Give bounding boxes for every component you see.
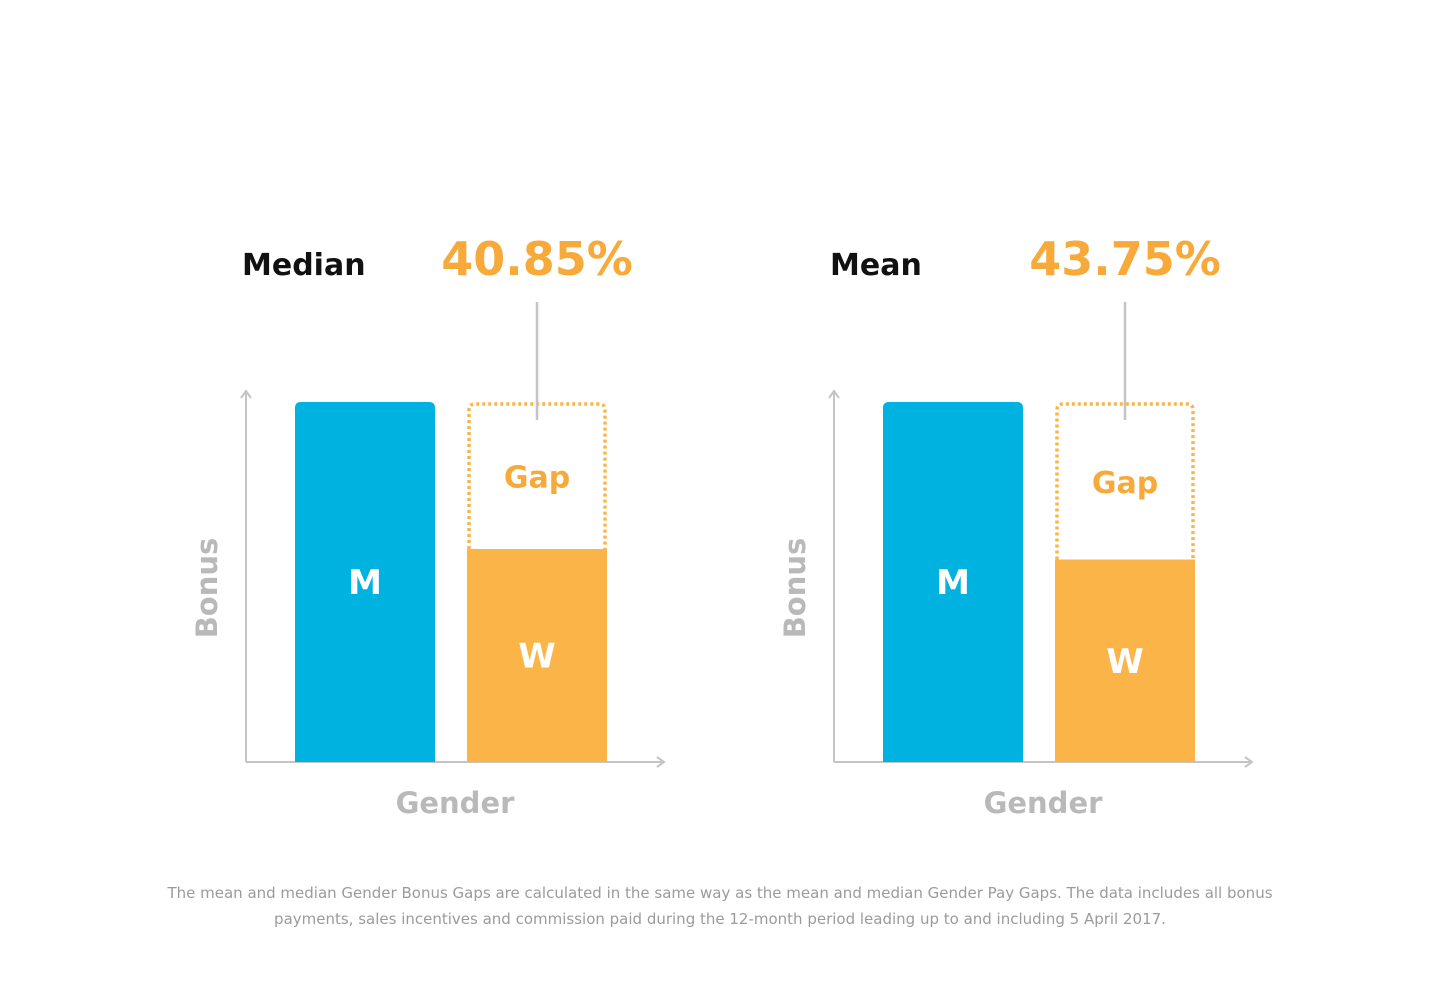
bar-men xyxy=(295,402,435,762)
gap-outline xyxy=(1055,402,1195,560)
gap-label: Gap xyxy=(504,461,570,496)
x-axis-arrow-icon xyxy=(656,756,666,768)
bar-men xyxy=(883,402,1023,762)
bar-women xyxy=(467,549,607,762)
y-axis-arrow-icon xyxy=(240,389,252,399)
y-axis-arrow-icon xyxy=(828,389,840,399)
x-axis-label: Gender xyxy=(984,786,1104,820)
median-chart: Median 40.85% Gender Bonus M W Gap xyxy=(190,232,666,820)
footnote: The mean and median Gender Bonus Gaps ar… xyxy=(160,880,1280,932)
y-axis-label: Bonus xyxy=(778,538,812,639)
bar-women xyxy=(1055,559,1195,762)
bar-label-men: M xyxy=(348,563,382,603)
bar-label-women: W xyxy=(1106,642,1144,682)
mean-chart: Mean 43.75% Gender Bonus M W Gap xyxy=(778,232,1254,820)
chart-title: Median xyxy=(242,248,366,283)
gap-percentage: 40.85% xyxy=(441,232,633,286)
chart-title: Mean xyxy=(830,248,922,283)
gap-percentage: 43.75% xyxy=(1029,232,1221,286)
x-axis-label: Gender xyxy=(396,786,516,820)
gap-label: Gap xyxy=(1092,466,1158,501)
x-axis-arrow-icon xyxy=(1244,756,1254,768)
bar-label-men: M xyxy=(936,563,970,603)
bar-label-women: W xyxy=(518,637,556,677)
footnote-line-2: payments, sales incentives and commissio… xyxy=(274,910,1166,928)
footnote-line-1: The mean and median Gender Bonus Gaps ar… xyxy=(167,884,1273,902)
y-axis-label: Bonus xyxy=(190,538,224,639)
